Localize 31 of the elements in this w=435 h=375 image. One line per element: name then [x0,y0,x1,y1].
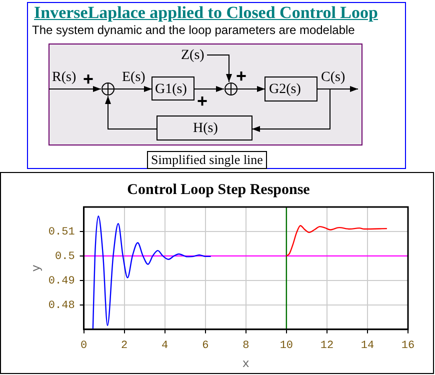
line-series [286,225,388,257]
line-series [92,215,212,330]
x-tick-label: 8 [242,340,250,352]
text: The system dynamic and the loop parameters are modelable [32,23,355,37]
x-tick-label: 4 [162,340,169,352]
x-tick-label: 10 [280,340,294,352]
chart-title: Control Loop Step Response [127,182,310,198]
text: Z(s) [181,48,204,64]
x-tick-label: 2 [121,340,128,352]
text: + [197,91,208,111]
text: H(s) [193,121,218,137]
y-tick-label: 0.5 [54,250,75,263]
y-tick-label: 0.48 [48,300,75,312]
y-tick-label: 0.49 [48,275,75,288]
text: E(s) [122,70,146,86]
x-axis-title: x [242,356,250,371]
y-tick-label: 0.51 [48,226,76,238]
text: G2(s) [269,82,301,98]
x-tick-label: 0 [80,340,88,352]
x-tick-label: 6 [202,340,209,352]
text: R(s) [52,70,76,86]
text: Simplified single line [147,151,267,169]
text: C(s) [321,70,346,86]
text: InverseLaplace applied to Closed Control Loop [34,3,378,23]
text: + [83,69,94,89]
x-tick-label: 14 [360,340,374,352]
x-tick-label: 16 [401,340,415,352]
x-tick-label: 12 [320,340,334,352]
text: + [236,66,247,86]
y-axis-title: y [29,264,44,272]
text: G1(s) [155,82,187,98]
